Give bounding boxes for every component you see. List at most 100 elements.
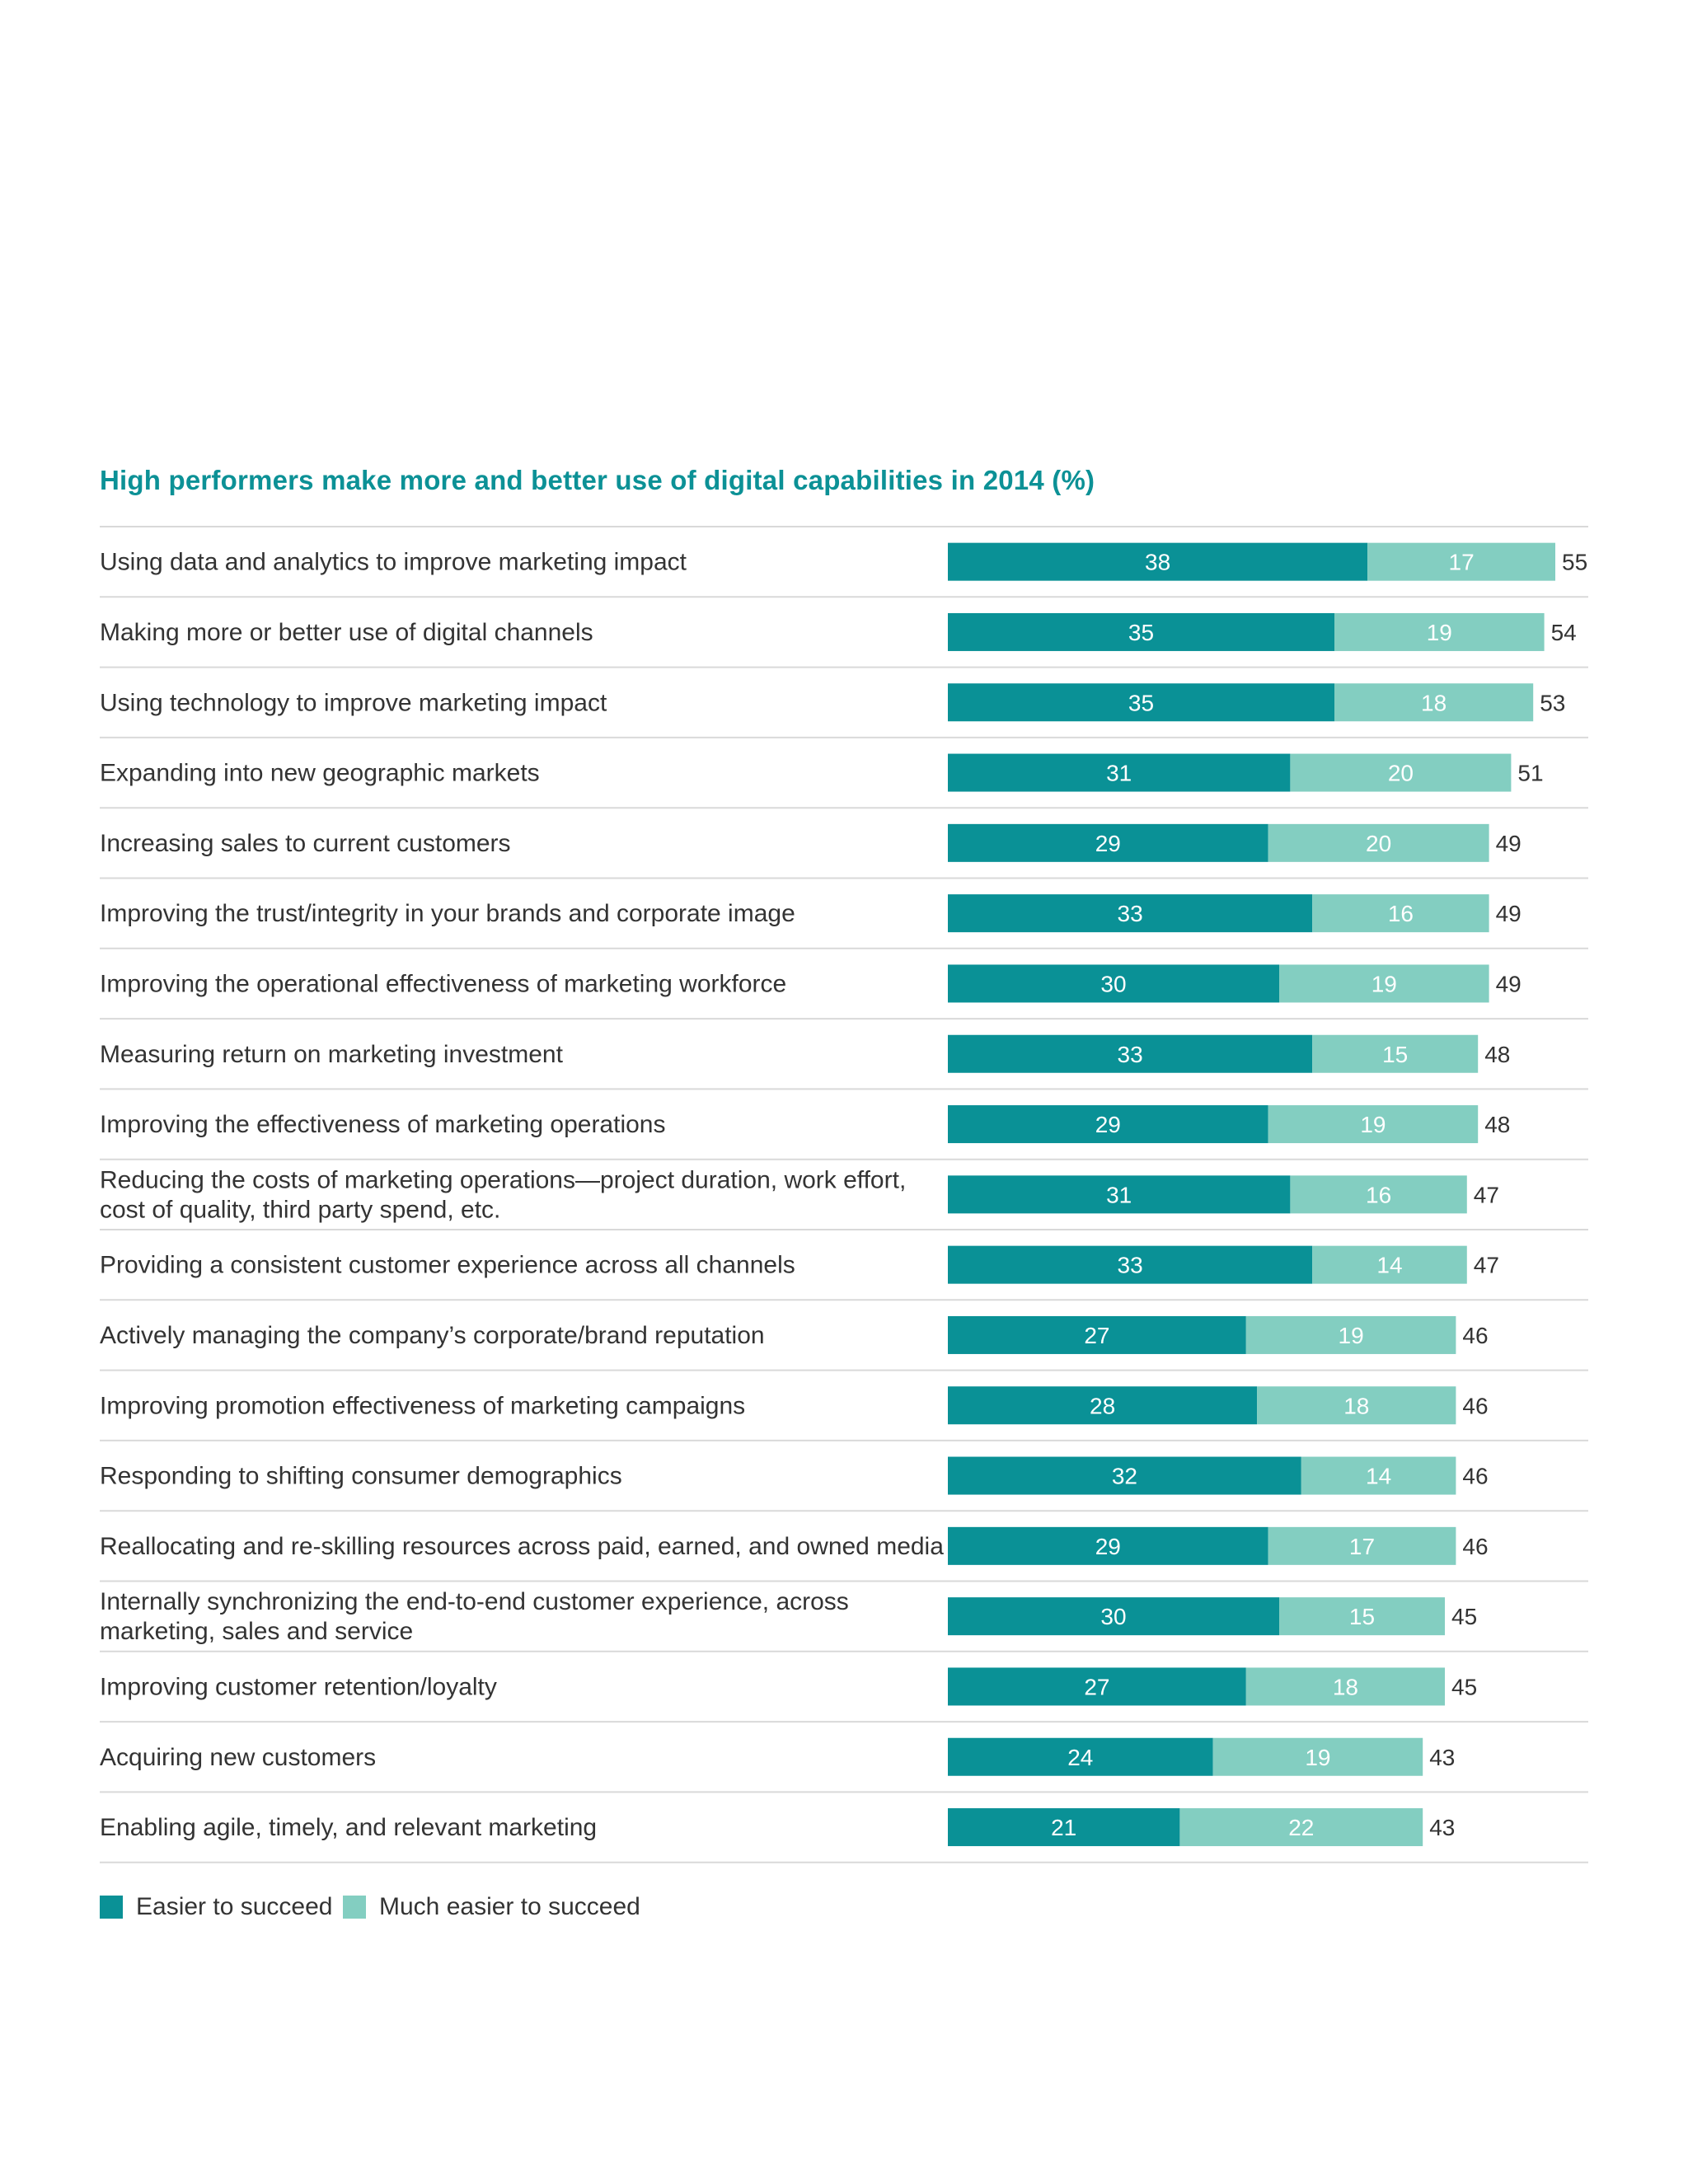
category-label: Improving the trust/integrity in your br… — [100, 900, 795, 927]
category-label: Reducing the costs of marketing operatio… — [100, 1166, 906, 1223]
bar-segment-easier — [948, 1737, 1213, 1776]
category-label: Increasing sales to current customers — [100, 830, 511, 857]
category-label: Internally synchronizing the end-to-end … — [100, 1588, 849, 1645]
bar-segment-much-easier — [1312, 1034, 1479, 1073]
value-label-much-easier: 19 — [1427, 620, 1452, 645]
total-label: 47 — [1474, 1182, 1499, 1207]
value-label-much-easier: 16 — [1366, 1182, 1391, 1207]
total-label: 55 — [1562, 550, 1587, 575]
total-label: 43 — [1429, 1745, 1455, 1770]
total-label: 43 — [1429, 1815, 1455, 1840]
bar-segment-easier — [948, 1105, 1268, 1144]
chart-title: High performers make more and better use… — [100, 465, 1095, 495]
legend-label-easier: Easier to succeed — [136, 1893, 333, 1920]
value-label-easier: 28 — [1090, 1393, 1115, 1418]
value-label-much-easier: 16 — [1388, 901, 1414, 926]
category-label: Improving promotion effectiveness of mar… — [100, 1392, 745, 1419]
bar-segment-much-easier — [1279, 964, 1489, 1003]
total-label: 46 — [1462, 1464, 1488, 1489]
total-label: 49 — [1496, 971, 1522, 996]
total-label: 51 — [1517, 761, 1543, 786]
bar-segment-much-easier — [1279, 1597, 1445, 1636]
bar-segment-easier — [948, 1034, 1313, 1073]
bar-segment-easier — [948, 1597, 1279, 1636]
value-label-much-easier: 20 — [1366, 831, 1391, 856]
total-label: 46 — [1462, 1534, 1488, 1559]
total-label: 49 — [1496, 831, 1522, 856]
bar-segment-easier — [948, 1245, 1313, 1284]
category-label: Making more or better use of digital cha… — [100, 619, 593, 646]
bar-segment-much-easier — [1290, 1175, 1467, 1214]
total-label: 49 — [1496, 901, 1522, 926]
bar-segment-easier — [948, 1456, 1301, 1495]
value-label-much-easier: 18 — [1333, 1674, 1358, 1699]
bar-segment-much-easier — [1268, 823, 1489, 862]
value-label-much-easier: 20 — [1388, 761, 1414, 786]
bar-segment-much-easier — [1212, 1737, 1423, 1776]
bar-segment-easier — [948, 753, 1291, 792]
total-label: 46 — [1462, 1323, 1488, 1348]
total-label: 47 — [1474, 1253, 1499, 1278]
value-label-easier: 29 — [1095, 831, 1121, 856]
bar-segment-much-easier — [1268, 1526, 1456, 1565]
bar-segment-easier — [948, 542, 1368, 581]
value-label-easier: 29 — [1095, 1112, 1121, 1137]
category-label: Expanding into new geographic markets — [100, 760, 540, 787]
total-label: 48 — [1484, 1042, 1510, 1067]
value-label-much-easier: 19 — [1305, 1745, 1330, 1770]
bar-segment-much-easier — [1245, 1315, 1456, 1354]
bar-segment-much-easier — [1179, 1808, 1423, 1847]
value-label-much-easier: 17 — [1449, 550, 1475, 575]
value-label-easier: 38 — [1145, 550, 1170, 575]
legend-swatch-easier — [100, 1896, 123, 1919]
legend-item-much-easier: Much easier to succeed — [343, 1891, 640, 1924]
value-label-much-easier: 18 — [1421, 690, 1447, 715]
value-label-easier: 27 — [1084, 1323, 1109, 1348]
value-label-easier: 33 — [1118, 1042, 1143, 1067]
value-label-much-easier: 15 — [1382, 1042, 1408, 1067]
category-label: Improving the operational effectiveness … — [100, 970, 786, 997]
value-label-easier: 27 — [1084, 1674, 1109, 1699]
bar-segment-much-easier — [1301, 1456, 1456, 1495]
bar-segment-much-easier — [1257, 1386, 1456, 1425]
bar-segment-easier — [948, 894, 1313, 933]
bar-segment-easier — [948, 1315, 1246, 1354]
category-label-line: marketing, sales and service — [100, 1618, 413, 1645]
category-label-line: Reducing the costs of marketing operatio… — [100, 1166, 906, 1193]
category-label-line: cost of quality, third party spend, etc. — [100, 1196, 500, 1223]
category-label: Actively managing the company’s corporat… — [100, 1322, 765, 1349]
category-label: Providing a consistent customer experien… — [100, 1252, 795, 1279]
category-label-line: Internally synchronizing the end-to-end … — [100, 1588, 849, 1615]
category-label: Measuring return on marketing investment — [100, 1041, 564, 1068]
category-label: Using data and analytics to improve mark… — [100, 549, 687, 576]
value-label-easier: 31 — [1106, 761, 1132, 786]
value-label-easier: 33 — [1118, 1253, 1143, 1278]
value-label-easier: 32 — [1112, 1464, 1137, 1489]
value-label-easier: 29 — [1095, 1534, 1121, 1559]
bar-segment-much-easier — [1290, 753, 1512, 792]
bar-segment-easier — [948, 1175, 1291, 1214]
value-label-much-easier: 14 — [1366, 1464, 1391, 1489]
bar-segment-much-easier — [1245, 1667, 1445, 1706]
value-label-much-easier: 22 — [1288, 1815, 1314, 1840]
total-label: 45 — [1451, 1674, 1477, 1699]
legend-swatch-much-easier — [343, 1896, 366, 1919]
bar-segment-much-easier — [1334, 683, 1534, 722]
total-label: 46 — [1462, 1393, 1488, 1418]
category-label: Enabling agile, timely, and relevant mar… — [100, 1814, 597, 1841]
value-label-much-easier: 19 — [1372, 971, 1397, 996]
value-label-much-easier: 15 — [1349, 1604, 1375, 1629]
value-label-much-easier: 17 — [1349, 1534, 1375, 1559]
bar-segment-much-easier — [1367, 542, 1555, 581]
bar-segment-easier — [948, 1667, 1246, 1706]
bar-segment-easier — [948, 683, 1334, 722]
total-label: 48 — [1484, 1112, 1510, 1137]
value-label-much-easier: 19 — [1339, 1323, 1364, 1348]
value-label-easier: 21 — [1051, 1815, 1076, 1840]
value-label-easier: 30 — [1100, 1604, 1126, 1629]
category-label: Improving the effectiveness of marketing… — [100, 1111, 665, 1138]
bar-segment-much-easier — [1334, 612, 1545, 651]
category-label: Responding to shifting consumer demograp… — [100, 1463, 622, 1490]
category-label: Reallocating and re-skilling resources a… — [100, 1533, 944, 1560]
value-label-easier: 24 — [1067, 1745, 1093, 1770]
